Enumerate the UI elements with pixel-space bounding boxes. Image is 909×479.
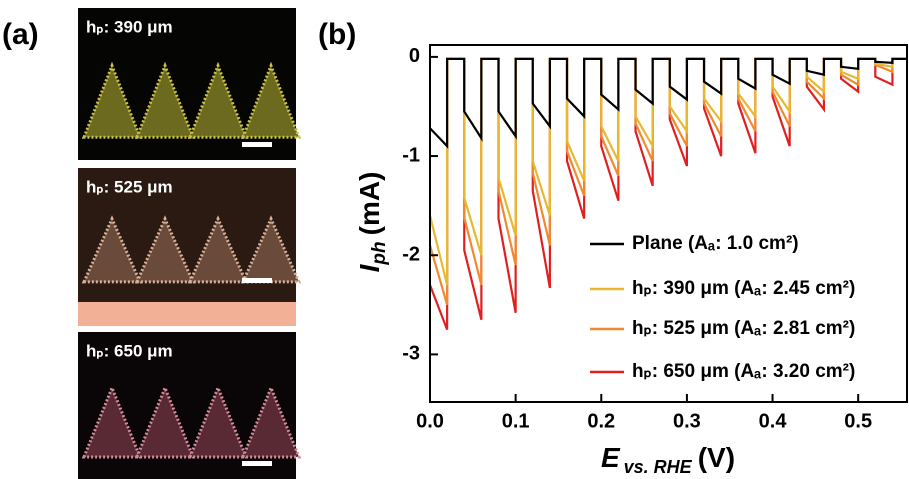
plot: 0 -1 -2 -3 0.0 0.1 0.2 0.3 0.4 0.5 E vs. RHE (V) Iph (… xyxy=(354,44,908,477)
image-label: hₚ: 525 μm xyxy=(86,177,173,196)
pyramid xyxy=(81,215,143,284)
pyramid xyxy=(240,383,302,459)
legend-label: hₚ: 390 μm (Aₐ: 2.45 cm²) xyxy=(632,278,855,299)
plot-frame xyxy=(429,44,908,403)
x-tick-label: 0.4 xyxy=(759,410,788,432)
pyramid xyxy=(134,61,196,139)
pyramid xyxy=(187,61,249,139)
pyramid xyxy=(134,215,196,284)
x-tick-label: 0.1 xyxy=(502,410,530,432)
x-tick-label: 0.3 xyxy=(673,410,701,432)
legend-label: Plane (Aₐ: 1.0 cm²) xyxy=(632,233,799,254)
scale-bar xyxy=(242,142,272,147)
y-label-symbol: I xyxy=(354,263,385,272)
panel-label: (b) xyxy=(318,18,356,51)
y-tick-label: -3 xyxy=(402,343,420,365)
image-label: hₚ: 650 μm xyxy=(86,341,173,360)
pyramid xyxy=(187,383,249,459)
y-label-subscript: ph xyxy=(369,241,390,265)
x-label-subscript: vs. RHE xyxy=(624,457,693,477)
y-label-unit: (mA) xyxy=(354,172,385,236)
y-axis-label: Iph (mA) xyxy=(354,172,390,273)
x-label-symbol: E xyxy=(601,442,621,473)
pyramid xyxy=(81,61,143,139)
scale-bar xyxy=(242,278,272,283)
legend-label: hₚ: 525 μm (Aₐ: 2.81 cm²) xyxy=(632,318,855,339)
scale-bar xyxy=(242,461,272,466)
substrate-band xyxy=(78,302,296,326)
image-label: hₚ: 390 μm xyxy=(86,17,173,36)
series-line xyxy=(428,57,907,306)
legend-label: hₚ: 650 μm (Aₐ: 3.20 cm²) xyxy=(632,361,855,382)
pyramid xyxy=(81,383,143,459)
x-label-unit: (V) xyxy=(698,442,735,473)
y-tick-label: -2 xyxy=(402,244,420,266)
x-tick-label: 0.0 xyxy=(416,410,444,432)
series-line xyxy=(429,57,907,149)
y-tick-label: -1 xyxy=(402,144,420,166)
y-tick-label: 0 xyxy=(409,45,420,67)
x-tick-label: 0.2 xyxy=(587,410,615,432)
pyramid xyxy=(187,215,249,284)
pyramid xyxy=(240,61,302,139)
pyramid xyxy=(134,383,196,459)
panel-label: (a) xyxy=(2,18,39,51)
x-tick-label: 0.5 xyxy=(844,410,872,432)
